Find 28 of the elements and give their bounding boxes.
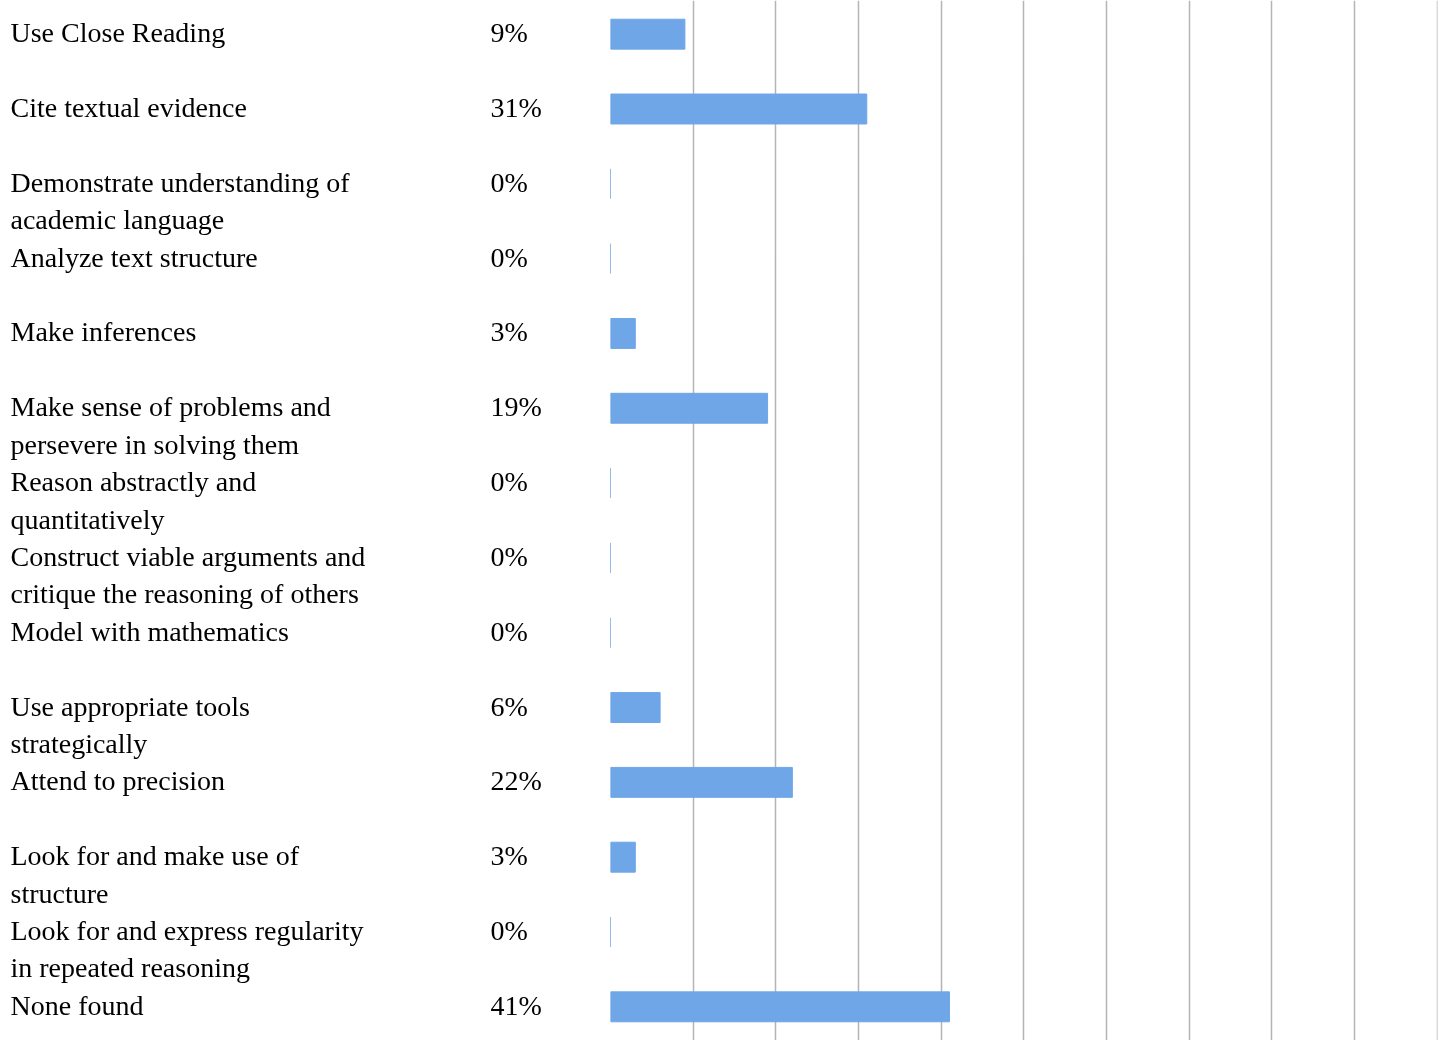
data-label: 31% xyxy=(490,91,542,123)
data-label: 0% xyxy=(490,166,528,198)
data-label: 6% xyxy=(490,690,528,722)
data-label: 3% xyxy=(490,840,528,872)
y-tick-label: Make inferences xyxy=(10,316,197,348)
data-label: 0% xyxy=(490,915,528,947)
y-tick-label: Analyze text structure xyxy=(10,241,258,273)
data-label: 0% xyxy=(490,615,528,647)
y-tick-label: Make sense of problems and persevere in solving them xyxy=(10,391,331,460)
y-tick-label: Use Close Reading xyxy=(10,17,226,49)
data-label: 3% xyxy=(490,316,528,348)
y-tick-label: Cite textual evidence xyxy=(10,91,247,123)
data-label: 0% xyxy=(490,466,528,498)
data-label: 0% xyxy=(490,540,528,572)
data-label: 0% xyxy=(490,241,528,273)
y-tick-label: Look for and make use of structure xyxy=(10,840,300,909)
y-tick-label: Attend to precision xyxy=(10,765,226,797)
data-label: 19% xyxy=(490,391,542,423)
y-tick-label: Construct viable arguments and critique the reasoning of others xyxy=(10,540,366,610)
y-tick-label: None found xyxy=(10,989,144,1021)
y-tick-label: Use appropriate tools strategically xyxy=(10,690,250,759)
y-tick-label: Reason abstractly and quantitatively xyxy=(10,466,257,535)
data-label: 41% xyxy=(490,989,542,1021)
y-tick-label: Look for and express regularity in repeated reasoning xyxy=(10,915,364,984)
data-label: 22% xyxy=(490,765,542,797)
y-tick-label: Model with mathematics xyxy=(10,615,289,647)
y-tick-label: Demonstrate understanding of academic language xyxy=(10,166,351,236)
data-label: 9% xyxy=(490,17,528,49)
